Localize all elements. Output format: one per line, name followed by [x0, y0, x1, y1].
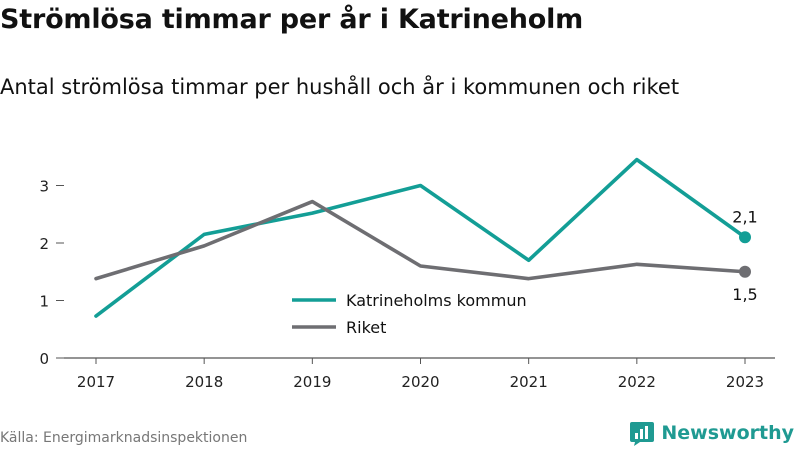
y-tick-label: 1	[39, 293, 49, 311]
series-endpoint-riket	[739, 265, 751, 278]
x-tick-label: 2023	[726, 373, 764, 391]
chart-subtitle: Antal strömlösa timmar per hushåll och å…	[0, 75, 680, 99]
data-label-katrineholm: 2,1	[732, 207, 757, 226]
x-tick-label: 2018	[185, 373, 223, 391]
series-endpoint-katrineholm	[739, 231, 751, 244]
newsworthy-logo-text: Newsworthy	[661, 422, 794, 444]
x-tick-label: 2019	[293, 373, 331, 391]
newsworthy-logo-icon	[630, 422, 655, 446]
x-tick-label: 2022	[618, 373, 656, 391]
series-line-riket	[94, 199, 747, 281]
y-tick-label: 0	[39, 350, 49, 368]
chart-title: Strömlösa timmar per år i Katrineholm	[0, 4, 584, 35]
source-note: Källa: Energimarknadsinspektionen	[0, 430, 248, 446]
y-tick-label: 3	[39, 178, 49, 196]
y-tick-label: 2	[39, 235, 49, 253]
legend-label-katrineholm: Katrineholms kommun	[346, 291, 527, 310]
newsworthy-logo: Newsworthy	[629, 420, 794, 446]
data-label-riket: 1,5	[732, 285, 757, 304]
x-tick-label: 2021	[510, 373, 548, 391]
legend-label-riket: Riket	[346, 318, 386, 337]
x-tick-label: 2017	[77, 373, 115, 391]
x-tick-label: 2020	[401, 373, 439, 391]
line-chart: 0 1 2 3 2017 2018 2019 2020 2021 2022 2023 2,1 1,5 Ka…	[39, 157, 775, 391]
series-line-katrineholm	[94, 157, 747, 318]
